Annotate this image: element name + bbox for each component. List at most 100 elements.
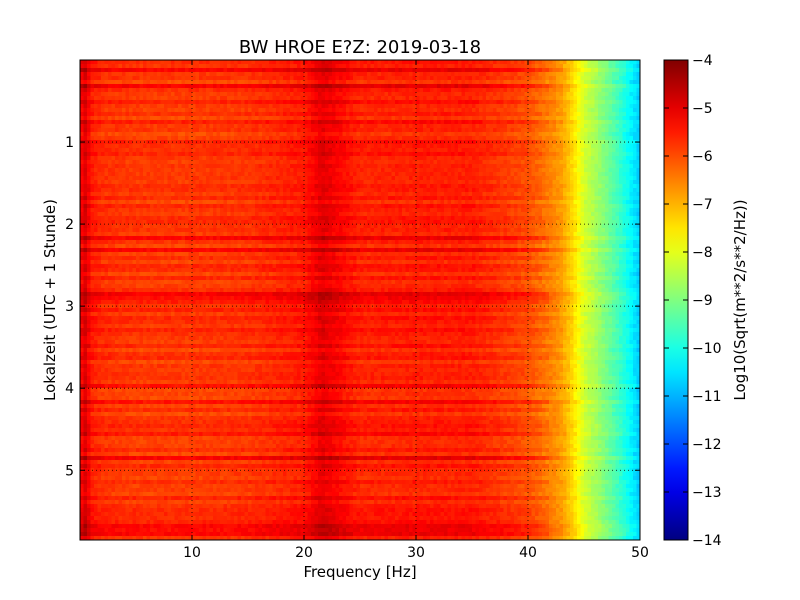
heatmap-cell xyxy=(507,88,511,93)
heatmap-cell xyxy=(633,84,637,89)
heatmap-cell xyxy=(363,92,368,97)
heatmap-cell xyxy=(356,100,361,105)
heatmap-cell xyxy=(115,68,119,73)
heatmap-cell xyxy=(521,76,525,81)
heatmap-cell xyxy=(251,120,256,125)
heatmap-cell xyxy=(405,156,410,161)
heatmap-cell xyxy=(612,84,616,89)
heatmap-cell xyxy=(402,60,406,65)
heatmap-cell xyxy=(83,152,88,157)
heatmap-cell xyxy=(493,156,497,161)
heatmap-cell xyxy=(101,96,105,101)
heatmap-cell xyxy=(447,120,452,125)
heatmap-cell xyxy=(283,160,287,165)
heatmap-cell xyxy=(363,168,368,173)
heatmap-cell xyxy=(346,108,350,113)
heatmap-cell xyxy=(227,124,231,129)
heatmap-cell xyxy=(580,176,585,181)
heatmap-cell xyxy=(192,172,196,177)
heatmap-cell xyxy=(311,168,315,173)
heatmap-cell xyxy=(437,124,441,129)
heatmap-cell xyxy=(549,64,553,69)
heatmap-cell xyxy=(517,68,522,73)
heatmap-cell xyxy=(171,108,175,113)
heatmap-cell xyxy=(101,92,105,97)
heatmap-cell xyxy=(192,132,196,137)
heatmap-cell xyxy=(293,80,298,85)
heatmap-cell xyxy=(244,84,249,89)
heatmap-cell xyxy=(500,176,504,181)
heatmap-cell xyxy=(426,180,431,185)
heatmap-cell xyxy=(531,140,536,145)
heatmap-cell xyxy=(293,84,298,89)
heatmap-cell xyxy=(524,136,529,141)
heatmap-cell xyxy=(486,104,490,109)
heatmap-cell xyxy=(426,60,431,65)
heatmap-cell xyxy=(577,164,581,169)
heatmap-cell xyxy=(524,124,529,129)
heatmap-cell xyxy=(251,148,256,153)
heatmap-cell xyxy=(482,176,487,181)
heatmap-cell xyxy=(573,116,578,121)
heatmap-cell xyxy=(185,124,189,129)
heatmap-cell xyxy=(139,184,144,189)
heatmap-cell xyxy=(517,164,522,169)
heatmap-cell xyxy=(391,140,396,145)
heatmap-cell xyxy=(391,176,396,181)
heatmap-cell xyxy=(507,104,511,109)
heatmap-cell xyxy=(458,76,462,81)
heatmap-cell xyxy=(349,144,354,149)
heatmap-cell xyxy=(580,136,585,141)
heatmap-cell xyxy=(619,92,623,97)
heatmap-cell xyxy=(528,156,532,161)
heatmap-cell xyxy=(94,60,98,65)
heatmap-cell xyxy=(353,108,357,113)
heatmap-cell xyxy=(601,68,606,73)
heatmap-cell xyxy=(531,88,536,93)
heatmap-cell xyxy=(591,64,595,69)
heatmap-cell xyxy=(563,120,567,125)
heatmap-cell xyxy=(594,88,599,93)
heatmap-cell xyxy=(129,124,133,129)
heatmap-cell xyxy=(584,108,588,113)
heatmap-cell xyxy=(276,112,280,117)
heatmap-cell xyxy=(580,152,585,157)
heatmap-cell xyxy=(535,92,539,97)
heatmap-cell xyxy=(430,80,434,85)
heatmap-cell xyxy=(318,152,322,157)
heatmap-cell xyxy=(496,180,501,185)
heatmap-cell xyxy=(500,168,504,173)
heatmap-cell xyxy=(629,72,634,77)
heatmap-cell xyxy=(608,124,613,129)
heatmap-cell xyxy=(545,156,550,161)
heatmap-cell xyxy=(458,88,462,93)
heatmap-cell xyxy=(293,72,298,77)
heatmap-cell xyxy=(496,156,501,161)
heatmap-cell xyxy=(153,156,158,161)
heatmap-cell xyxy=(125,88,130,93)
heatmap-cell xyxy=(629,124,634,129)
heatmap-cell xyxy=(489,180,494,185)
heatmap-cell xyxy=(472,96,476,101)
heatmap-cell xyxy=(542,80,546,85)
heatmap-cell xyxy=(500,88,504,93)
heatmap-cell xyxy=(94,128,98,133)
heatmap-cell xyxy=(241,124,245,129)
heatmap-cell xyxy=(563,112,567,117)
heatmap-cell xyxy=(545,136,550,141)
heatmap-cell xyxy=(454,144,459,149)
heatmap-cell xyxy=(605,148,609,153)
heatmap-cell xyxy=(542,124,546,129)
heatmap-cell xyxy=(83,120,88,125)
heatmap-cell xyxy=(398,88,403,93)
heatmap-cell xyxy=(160,184,165,189)
heatmap-cell xyxy=(377,136,382,141)
heatmap-cell xyxy=(216,88,221,93)
heatmap-cell xyxy=(377,156,382,161)
heatmap-cell xyxy=(206,184,210,189)
heatmap-cell xyxy=(227,164,231,169)
heatmap-cell xyxy=(360,108,364,113)
heatmap-cell xyxy=(591,144,595,149)
heatmap-cell xyxy=(535,120,539,125)
heatmap-cell xyxy=(423,60,427,65)
